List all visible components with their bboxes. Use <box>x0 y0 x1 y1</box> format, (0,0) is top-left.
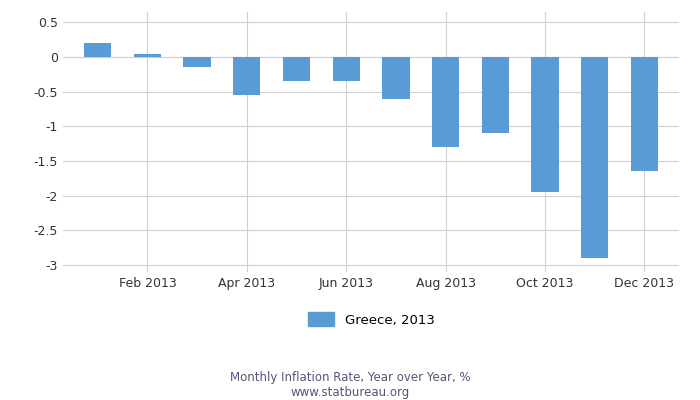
Bar <box>581 57 608 258</box>
Bar <box>531 57 559 192</box>
Legend: Greece, 2013: Greece, 2013 <box>307 312 435 327</box>
Bar <box>233 57 260 95</box>
Bar <box>84 43 111 57</box>
Bar <box>482 57 509 133</box>
Bar <box>382 57 410 99</box>
Text: www.statbureau.org: www.statbureau.org <box>290 386 410 399</box>
Bar <box>432 57 459 147</box>
Text: Monthly Inflation Rate, Year over Year, %: Monthly Inflation Rate, Year over Year, … <box>230 372 470 384</box>
Bar <box>134 54 161 57</box>
Bar <box>332 57 360 81</box>
Bar <box>283 57 310 81</box>
Bar <box>631 57 658 172</box>
Bar <box>183 57 211 68</box>
